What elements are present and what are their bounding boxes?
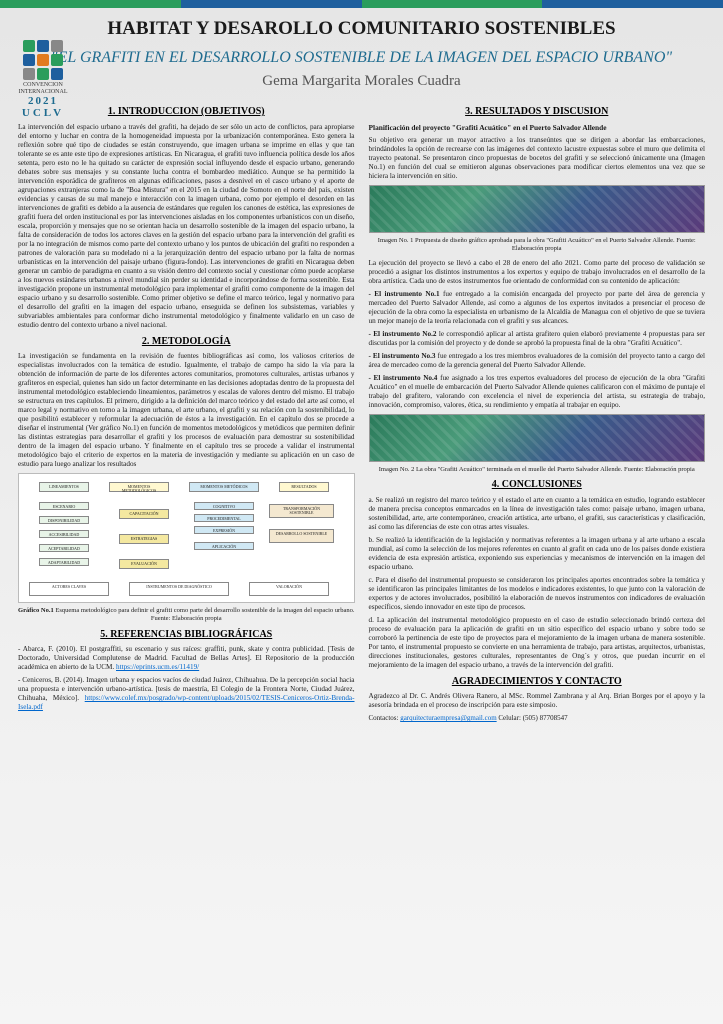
logo-year: 2021 bbox=[16, 95, 70, 107]
result-p2: La ejecución del proyecto se llevó a cab… bbox=[369, 259, 706, 286]
logo-line2: INTERNACIONAL bbox=[16, 89, 70, 96]
bar-seg bbox=[181, 0, 362, 8]
contact-phone: Celular: (505) 87708547 bbox=[497, 714, 568, 722]
diagram-box: ACEPTABILIDAD bbox=[39, 544, 89, 552]
diagram-box: RESULTADOS bbox=[279, 482, 329, 492]
result-sub: Planificación del proyecto "Grafiti Acuá… bbox=[369, 123, 706, 132]
inst-4: - El instrumento No.4 fue asignado a los… bbox=[369, 374, 706, 410]
diagram-box: ADAPTABILIDAD bbox=[39, 558, 89, 566]
metodo-text: La investigación se fundamenta en la rev… bbox=[18, 352, 355, 469]
bar-seg bbox=[0, 0, 181, 8]
result-title: 3. RESULTADOS Y DISCUSION bbox=[369, 106, 706, 119]
inst-2: - El instrumento No.2 le correspondió ap… bbox=[369, 330, 706, 348]
diagram-box: TRANSFORMACIÓN SOSTENIBLE bbox=[269, 504, 334, 518]
concl-b: b. Se realizó la identificación de la le… bbox=[369, 536, 706, 572]
diagram-box: APLICACIÓN bbox=[194, 542, 254, 550]
ref-1-link[interactable]: https://eprints.ucm.es/11419/ bbox=[116, 663, 199, 671]
author: Gema Margarita Morales Cuadra bbox=[18, 73, 705, 90]
ref-2: - Ceniceros, B. (2014). Imagen urbana y … bbox=[18, 676, 355, 712]
diagram-box: ACCESIBILIDAD bbox=[39, 530, 89, 538]
diagram-box: EXPRESIÓN bbox=[194, 526, 254, 534]
grafico-caption: Gráfico No.1 Esquema metodológico para d… bbox=[18, 607, 355, 623]
subtitle: "EL GRAFITI EN EL DESARROLLO SOSTENIBLE … bbox=[18, 48, 705, 67]
diagram-box: VALORACIÓN bbox=[249, 582, 329, 596]
concl-a: a. Se realizó un registro del marco teór… bbox=[369, 496, 706, 532]
methodology-diagram: LINEAMIENTOS MOMENTOS METODOLÓGICOS MOMENT… bbox=[18, 473, 355, 603]
ref-1: - Abarca, F. (2010). El postgraffiti, su… bbox=[18, 645, 355, 672]
image-1-graffiti-design bbox=[369, 185, 706, 233]
diagram-box: MOMENTOS METÓDICOS bbox=[189, 482, 259, 492]
inst-1: - El instrumento No.1 fue entregado a la… bbox=[369, 290, 706, 326]
diagram-box: COGNITIVO bbox=[194, 502, 254, 510]
poster-body: CONVENCION INTERNACIONAL 2021 UCLV HABIT… bbox=[0, 8, 723, 737]
contact-line: Contactos: garquitecturaempresa@gmail.co… bbox=[369, 714, 706, 723]
agrad-text: Agradezco al Dr. C. Andrés Olivera Raner… bbox=[369, 692, 706, 710]
diagram-box: INSTRUMENTOS DE DIAGNÓSTICO bbox=[129, 582, 229, 596]
bar-seg bbox=[542, 0, 723, 8]
ref-title: 5. REFERENCIAS BIBLIOGRÁFICAS bbox=[18, 629, 355, 642]
logo-line1: CONVENCION bbox=[16, 82, 70, 89]
intro-text: La intervención del espacio urbano a tra… bbox=[18, 123, 355, 330]
diagram-box: LINEAMIENTOS bbox=[39, 482, 89, 492]
top-decorative-bar bbox=[0, 0, 723, 8]
diagram-box: CAPACITACIÓN bbox=[119, 509, 169, 519]
convention-logo: CONVENCION INTERNACIONAL 2021 UCLV bbox=[16, 40, 70, 119]
diagram-box: PROCEDIMENTAL bbox=[194, 514, 254, 522]
diagram-box: DISPONIBILIDAD bbox=[39, 516, 89, 524]
contact-email[interactable]: garquitecturaempresa@gmail.com bbox=[400, 714, 496, 722]
metodo-title: 2. METODOLOGÍA bbox=[18, 336, 355, 349]
img2-caption: Imagen No. 2 La obra "Grafiti Acuático" … bbox=[369, 466, 706, 474]
main-title: HABITAT Y DESAROLLO COMUNITARIO SOSTENIB… bbox=[18, 18, 705, 40]
logo-grid-icon bbox=[23, 40, 63, 80]
diagram-box: ESTRATEGIAS bbox=[119, 534, 169, 544]
diagram-box: EVALUACIÓN bbox=[119, 559, 169, 569]
concl-c: c. Para el diseño del instrumental propu… bbox=[369, 576, 706, 612]
header: CONVENCION INTERNACIONAL 2021 UCLV HABIT… bbox=[18, 18, 705, 90]
concl-title: 4. CONCLUSIONES bbox=[369, 479, 706, 492]
agrad-title: AGRADECIMIENTOS Y CONTACTO bbox=[369, 676, 706, 689]
img1-caption: Imagen No. 1 Propuesta de diseño gráfico… bbox=[369, 237, 706, 253]
left-column: 1. INTRODUCCION (OBJETIVOS) La intervenc… bbox=[18, 100, 355, 727]
concl-d: d. La aplicación del instrumental metodo… bbox=[369, 616, 706, 670]
diagram-box: ACTORES CLAVES bbox=[29, 582, 109, 596]
diagram-box: DESARROLLO SOSTENIBLE bbox=[269, 529, 334, 543]
contact-label: Contactos: bbox=[369, 714, 401, 722]
content-columns: 1. INTRODUCCION (OBJETIVOS) La intervenc… bbox=[18, 100, 705, 727]
inst-3: - El instrumento No.3 fue entregado a lo… bbox=[369, 352, 706, 370]
logo-acronym: UCLV bbox=[16, 107, 70, 119]
bar-seg bbox=[362, 0, 543, 8]
diagram-box: MOMENTOS METODOLÓGICOS bbox=[109, 482, 169, 492]
image-2-graffiti-finished bbox=[369, 414, 706, 462]
result-p1: Su objetivo era generar un mayor atracti… bbox=[369, 136, 706, 181]
grafico-caption-text: Esquema metodológico para definir el gra… bbox=[55, 607, 354, 622]
diagram-box: ESCENARIO bbox=[39, 502, 89, 510]
right-column: 3. RESULTADOS Y DISCUSION Planificación … bbox=[369, 100, 706, 727]
